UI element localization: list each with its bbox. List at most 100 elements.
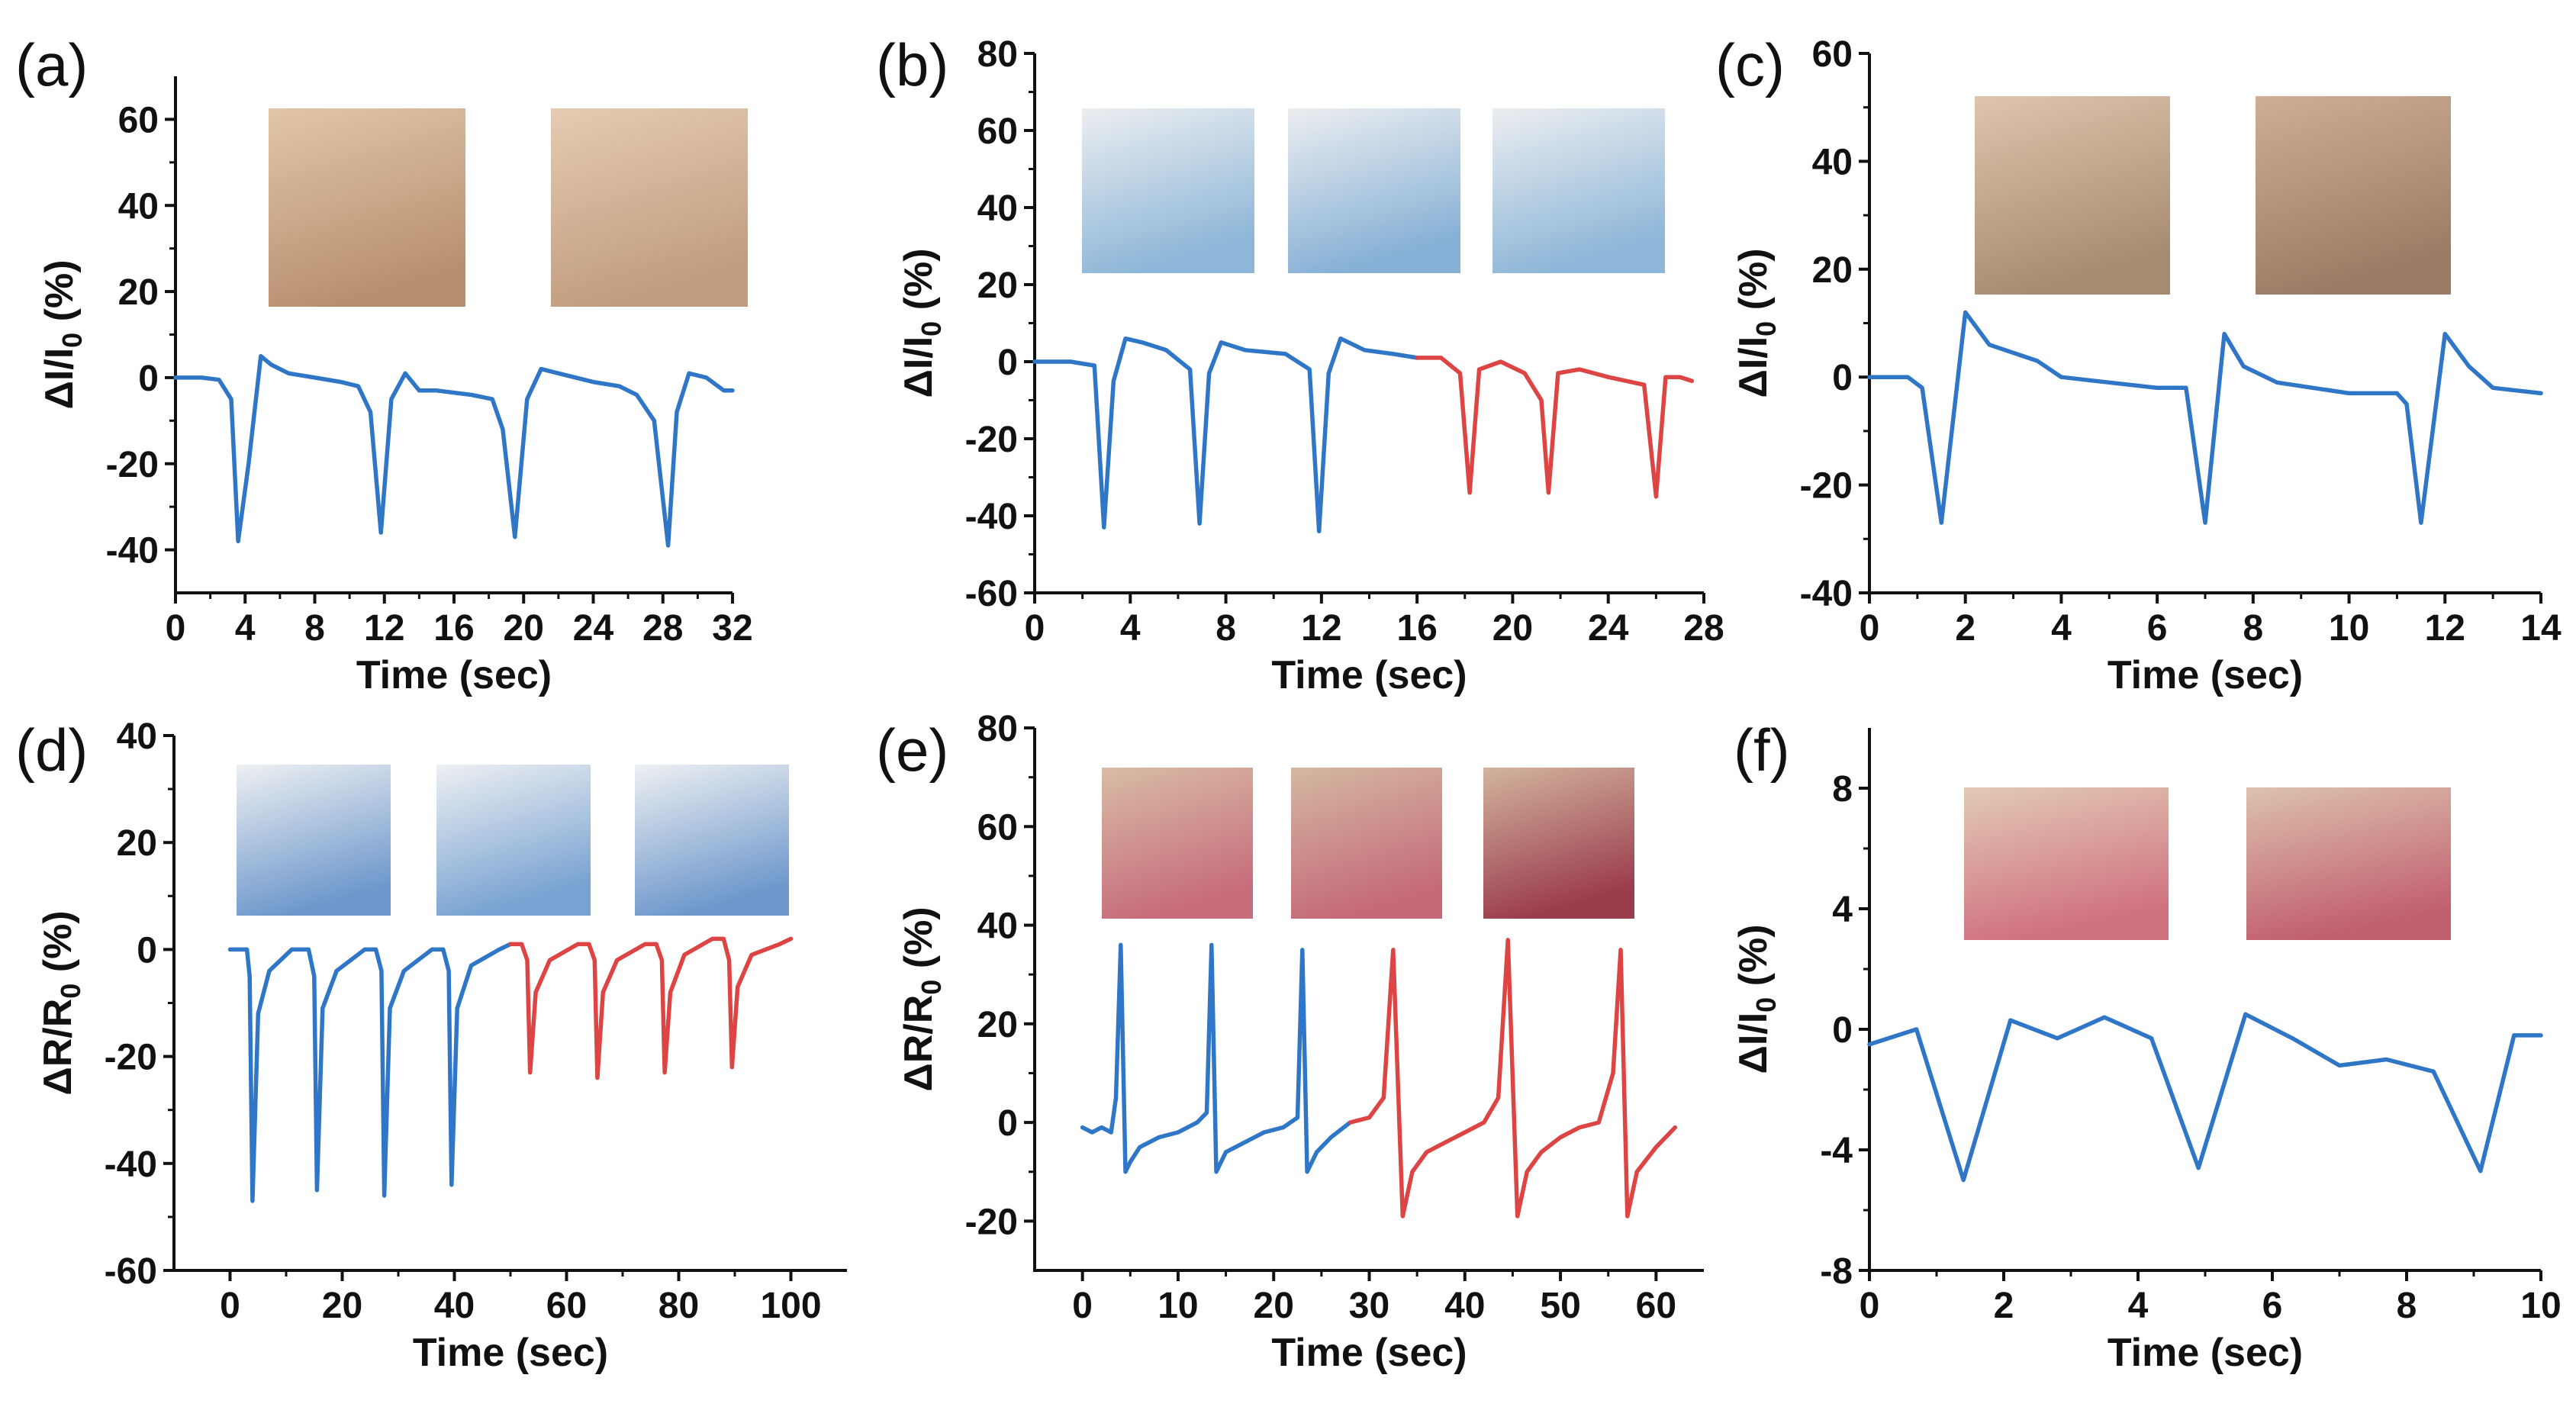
y-tick-label: 40: [117, 716, 157, 757]
y-axis-title: ΔI/I0 (%): [897, 248, 947, 398]
y-axis-title: ΔI/I0 (%): [1731, 924, 1782, 1074]
y-tick-label: 60: [118, 100, 159, 140]
x-tick-label: 0: [220, 1286, 240, 1326]
y-tick-label: 40: [1812, 142, 1853, 182]
y-tick-label: -20: [1800, 466, 1853, 507]
axes: [1033, 728, 1704, 1272]
x-axis-title: Time (sec): [413, 1331, 608, 1375]
x-axis-title: Time (sec): [356, 653, 552, 697]
x-tick-label: 0: [1860, 1286, 1880, 1326]
x-tick-label: 40: [1444, 1286, 1485, 1326]
y-tick-label: 40: [118, 186, 159, 227]
x-tick-label: 16: [433, 608, 474, 649]
y-tick-label: -20: [105, 1038, 157, 1078]
inset-photo: [2256, 96, 2451, 295]
x-tick-label: 12: [364, 608, 404, 649]
panel-label: (b): [876, 31, 948, 98]
x-tick-label: 24: [573, 608, 614, 649]
x-tick-label: 28: [642, 608, 683, 649]
x-tick-label: 0: [1072, 1286, 1093, 1326]
y-tick-label: 20: [117, 823, 157, 864]
panel-label: (a): [15, 31, 88, 98]
y-tick-label: -40: [965, 497, 1018, 537]
x-axis-title: Time (sec): [2107, 1331, 2303, 1375]
inset-photo: [1964, 787, 2169, 940]
series-line-blue: [1080, 942, 1353, 1174]
panel-c: (c) 0 2 4 6 8 10 12 14 -40 -20 0 20 40 60 Time (sec) ΔI/…: [1715, 31, 2562, 697]
inset-photo: [436, 765, 591, 916]
series-line-red: [508, 936, 794, 1080]
y-tick-label: 80: [977, 709, 1018, 749]
y-tick-label: 4: [1832, 890, 1853, 930]
x-tick-label: 10: [1158, 1286, 1198, 1326]
y-tick-label: 8: [1832, 769, 1853, 810]
inset-photo: [1492, 108, 1665, 273]
y-tick-label: -20: [965, 420, 1018, 460]
x-tick-label: 20: [504, 608, 544, 649]
x-tick-label: 12: [2425, 608, 2465, 649]
x-tick-label: 20: [1492, 608, 1533, 649]
panel-d: (d) 0 20 40 60 80 100 -60 -40 -20 0 20 40 Time (sec) Δ…: [15, 716, 847, 1375]
y-tick-label: -20: [106, 445, 159, 485]
y-tick-label: 0: [138, 359, 159, 399]
y-axis-title: ΔR/R0 (%): [897, 906, 947, 1091]
series-line-red: [1348, 938, 1678, 1219]
series-line-red: [1415, 356, 1695, 499]
x-tick-label: 24: [1588, 608, 1629, 649]
x-tick-label: 8: [304, 608, 325, 649]
inset-photo: [2246, 787, 2451, 940]
x-tick-label: 0: [166, 608, 186, 649]
y-tick-label: -4: [1820, 1131, 1853, 1171]
x-tick-label: 10: [2329, 608, 2369, 649]
y-tick-label: 40: [977, 188, 1018, 229]
x-tick-label: 6: [2147, 608, 2168, 649]
panel-label: (f): [1734, 716, 1790, 784]
x-tick-label: 100: [760, 1286, 821, 1326]
x-tick-label: 28: [1683, 608, 1724, 649]
x-tick-label: 30: [1349, 1286, 1389, 1326]
y-axis-title: ΔI/I0 (%): [37, 259, 88, 409]
panel-label: (e): [876, 716, 948, 784]
series-line-blue: [173, 353, 735, 548]
y-tick-label: 0: [1832, 1010, 1853, 1051]
y-tick-label: 0: [1832, 358, 1853, 398]
panel-a: (a) 0 4 8 12 16 20 24 28 32 -40 -20 0 20 40 60 Time (sec…: [15, 31, 753, 697]
y-tick-label: -8: [1820, 1251, 1853, 1292]
x-tick-label: 2: [1955, 608, 1975, 649]
x-tick-label: 60: [1636, 1286, 1676, 1326]
y-axis-title: ΔR/R0 (%): [36, 910, 86, 1095]
inset-photo: [1288, 108, 1460, 273]
y-tick-label: 60: [1812, 34, 1853, 75]
y-tick-label: 0: [997, 1103, 1018, 1144]
inset-photo: [1975, 96, 2170, 295]
panel-label: (c): [1715, 31, 1785, 98]
series-line-blue: [1867, 310, 2543, 525]
inset-photo: [237, 765, 391, 916]
x-tick-label: 80: [658, 1286, 699, 1326]
x-tick-label: 32: [712, 608, 752, 649]
y-tick-label: 60: [977, 807, 1018, 848]
inset-photo: [1082, 108, 1254, 273]
y-tick-label: -60: [105, 1251, 157, 1292]
y-tick-label: 0: [997, 343, 1018, 383]
x-tick-label: 40: [434, 1286, 475, 1326]
panel-f: (f) 0 2 4 6 8 10 -8 -4 0 4 8 Time (sec) ΔI/I0 (%): [1731, 716, 2562, 1375]
x-tick-label: 20: [1254, 1286, 1294, 1326]
y-tick-label: 20: [1812, 250, 1853, 291]
x-tick-label: 4: [2128, 1286, 2149, 1326]
series-line-blue: [227, 942, 513, 1203]
y-tick-label: -40: [106, 531, 159, 571]
y-tick-label: 20: [118, 272, 159, 313]
y-tick-label: 20: [977, 1005, 1018, 1045]
panel-label: (d): [15, 716, 88, 784]
inset-photo: [1291, 768, 1442, 919]
x-tick-label: 0: [1860, 608, 1880, 649]
y-tick-label: -40: [1800, 574, 1853, 614]
y-tick-label: -20: [965, 1202, 1018, 1242]
y-tick-label: 20: [977, 266, 1018, 306]
x-axis-title: Time (sec): [1271, 1331, 1467, 1375]
x-tick-label: 4: [2051, 608, 2072, 649]
x-tick-label: 8: [2397, 1286, 2417, 1326]
x-tick-label: 10: [2520, 1286, 2561, 1326]
